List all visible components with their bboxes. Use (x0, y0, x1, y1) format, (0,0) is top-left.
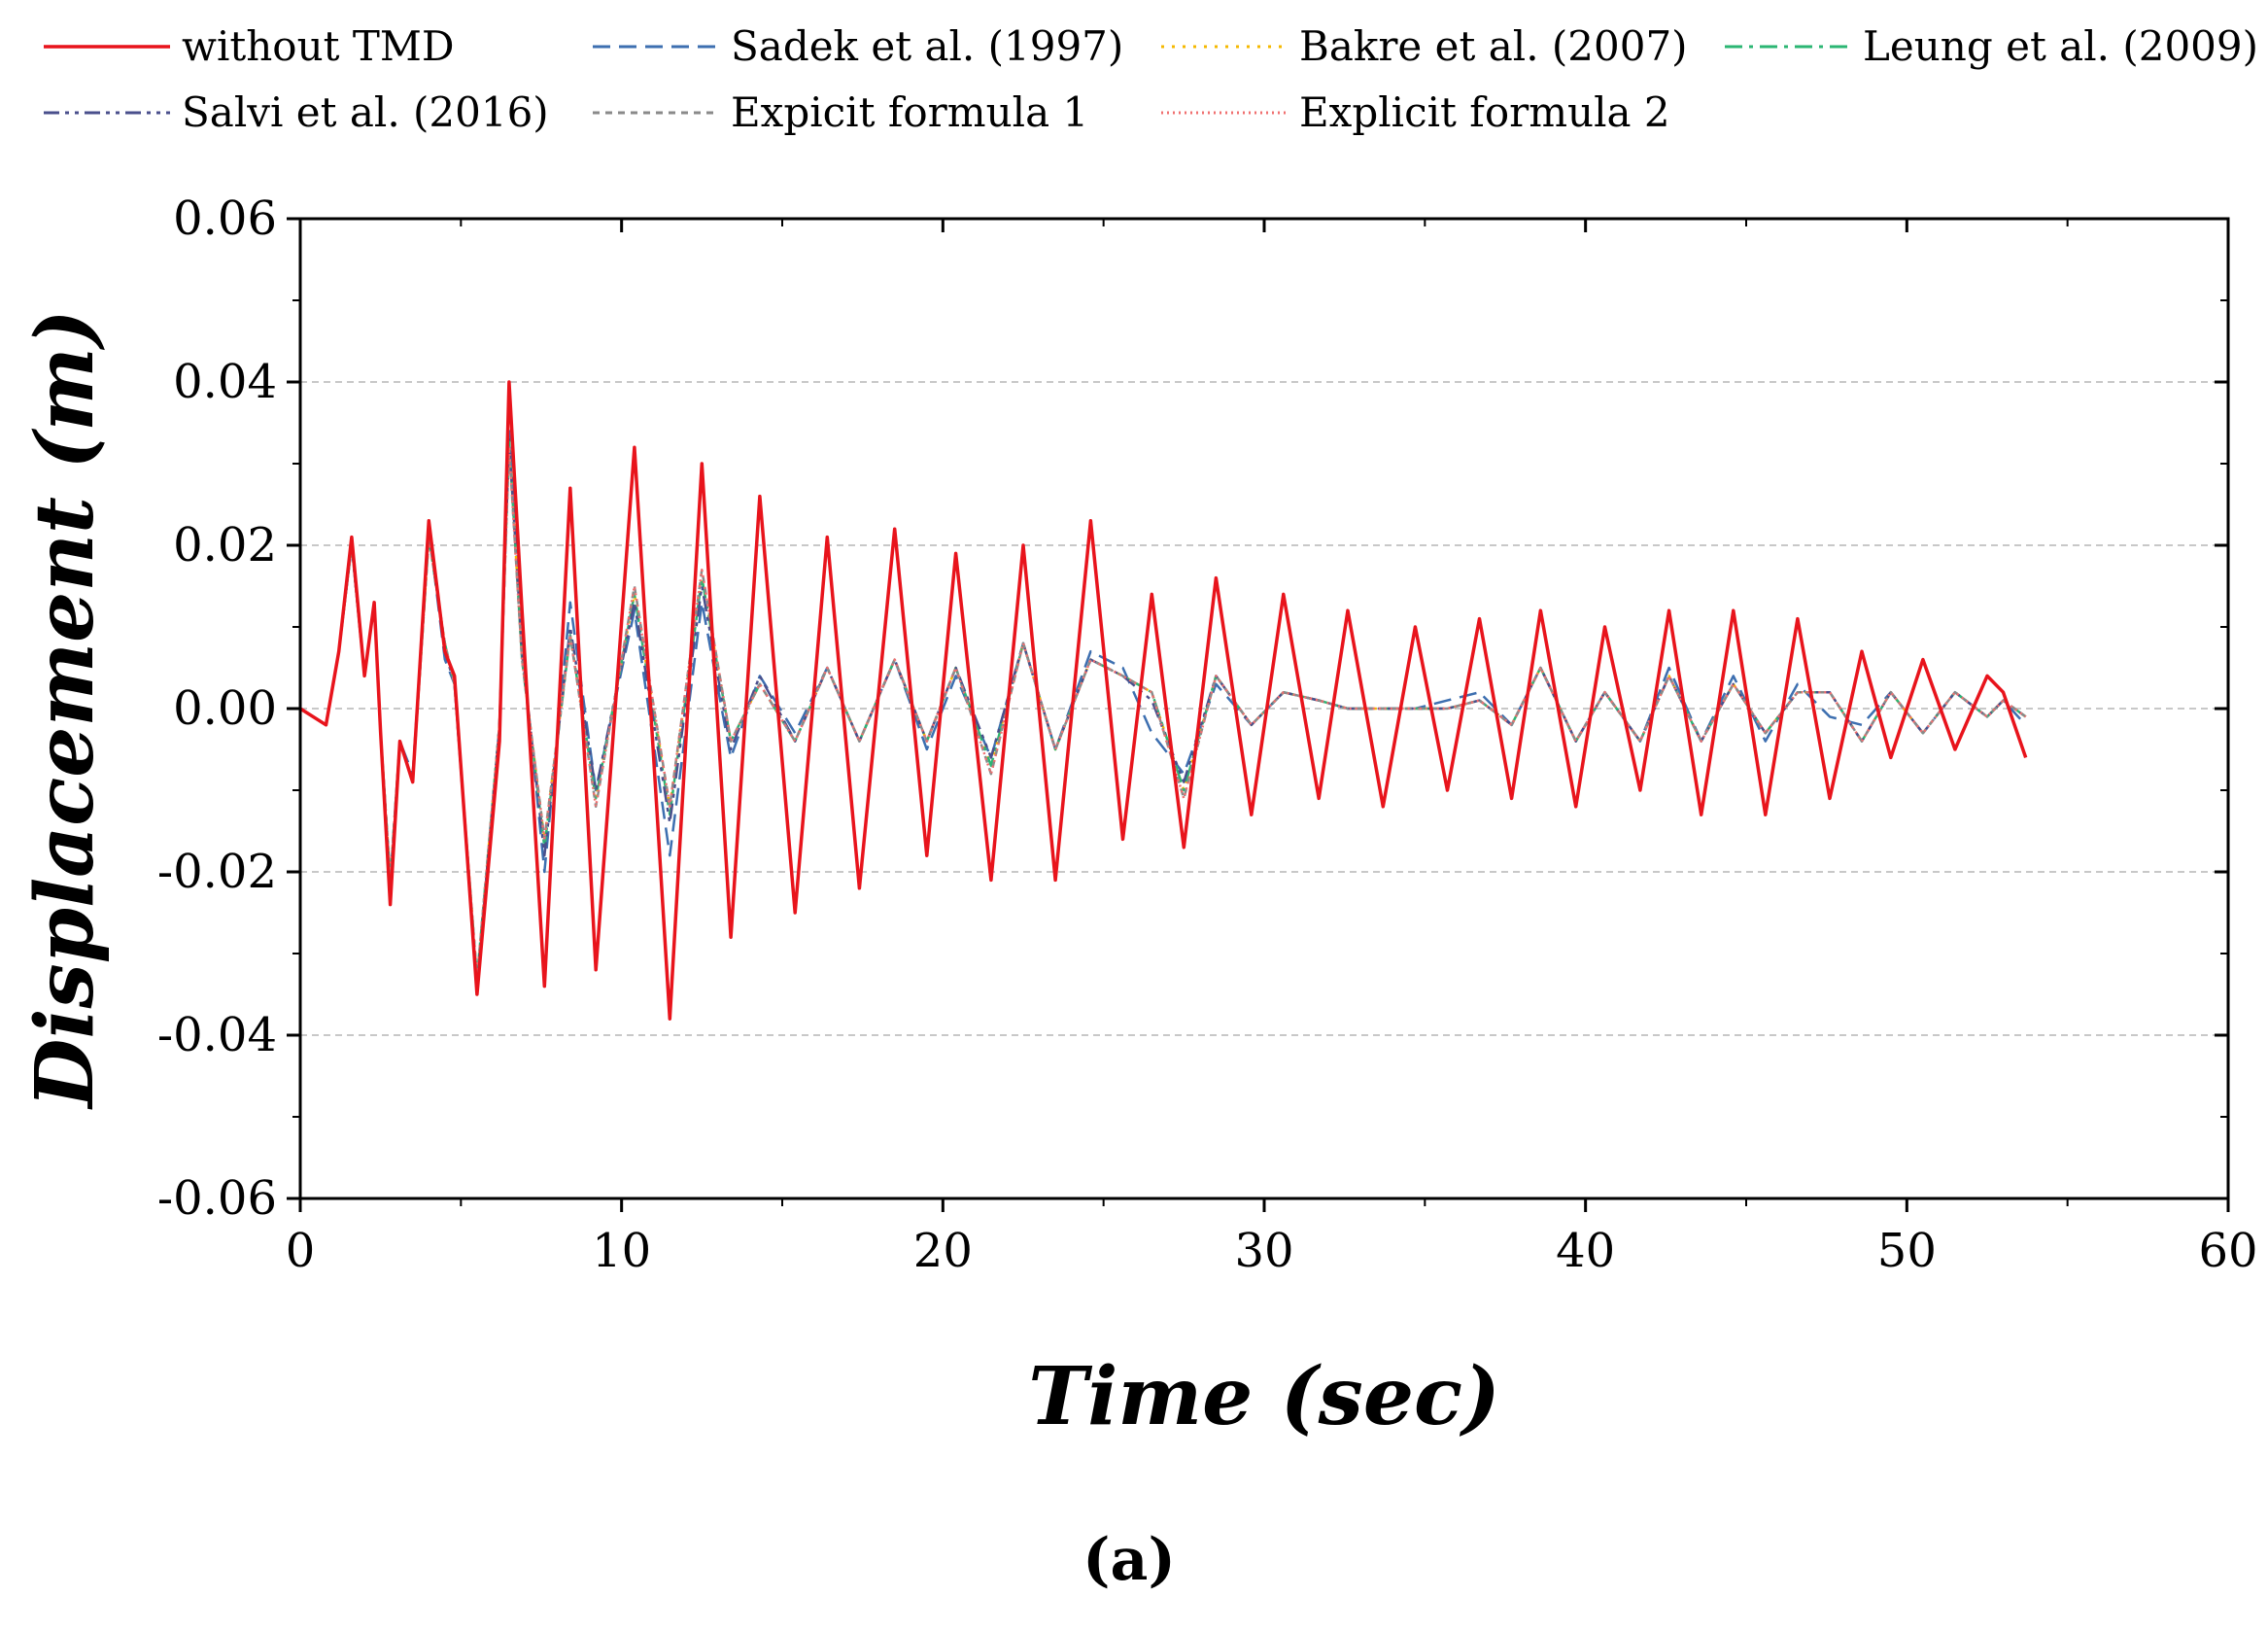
y-tick-label-0: -0.06 (157, 1171, 277, 1226)
y-tick-label-5: 0.04 (173, 355, 277, 409)
x-tick-label-5: 50 (1877, 1224, 1937, 1278)
x-tick-label-1: 10 (592, 1224, 651, 1278)
legend-label-4: Salvi et al. (2016) (182, 88, 549, 136)
series-line-0 (299, 380, 2028, 1021)
legend-label-0: without TMD (182, 22, 455, 70)
y-tick-label-4: 0.02 (173, 518, 277, 573)
legend-label-6: Explicit formula 2 (1299, 88, 1670, 136)
x-tick-label-4: 40 (1556, 1224, 1615, 1278)
legend-label-5: Expicit formula 1 (731, 88, 1088, 136)
x-tick-label-6: 60 (2198, 1224, 2257, 1278)
x-tick-label-2: 20 (913, 1224, 973, 1278)
grid-lines (300, 381, 2228, 1036)
y-axis-title: Displacement (m) (18, 309, 112, 1109)
x-tick-label-3: 30 (1234, 1224, 1293, 1278)
figure-caption: (a) (1082, 1526, 1176, 1594)
legend-label-1: Sadek et al. (1997) (731, 22, 1123, 70)
legend-label-3: Leung et al. (2009) (1863, 22, 2258, 70)
axis-ticks (287, 217, 2230, 1212)
y-tick-label-3: 0.00 (173, 681, 277, 736)
x-tick-label-0: 0 (286, 1224, 316, 1278)
series-layer (299, 380, 2028, 1021)
y-tick-label-2: -0.02 (157, 845, 277, 899)
y-tick-label-1: -0.04 (157, 1008, 277, 1062)
legend-label-2: Bakre et al. (2007) (1299, 22, 1688, 70)
tick-labels: 0 10 20 30 40 50 60 -0.06 -0.04 -0.02 0.00 0.02 0.04… (157, 191, 2258, 1278)
legend: without TMD Sadek et al. (1997) Bakre et a… (44, 22, 2258, 136)
y-tick-label-6: 0.06 (173, 191, 277, 246)
x-axis-title: Time (sec) (1028, 1350, 1500, 1443)
